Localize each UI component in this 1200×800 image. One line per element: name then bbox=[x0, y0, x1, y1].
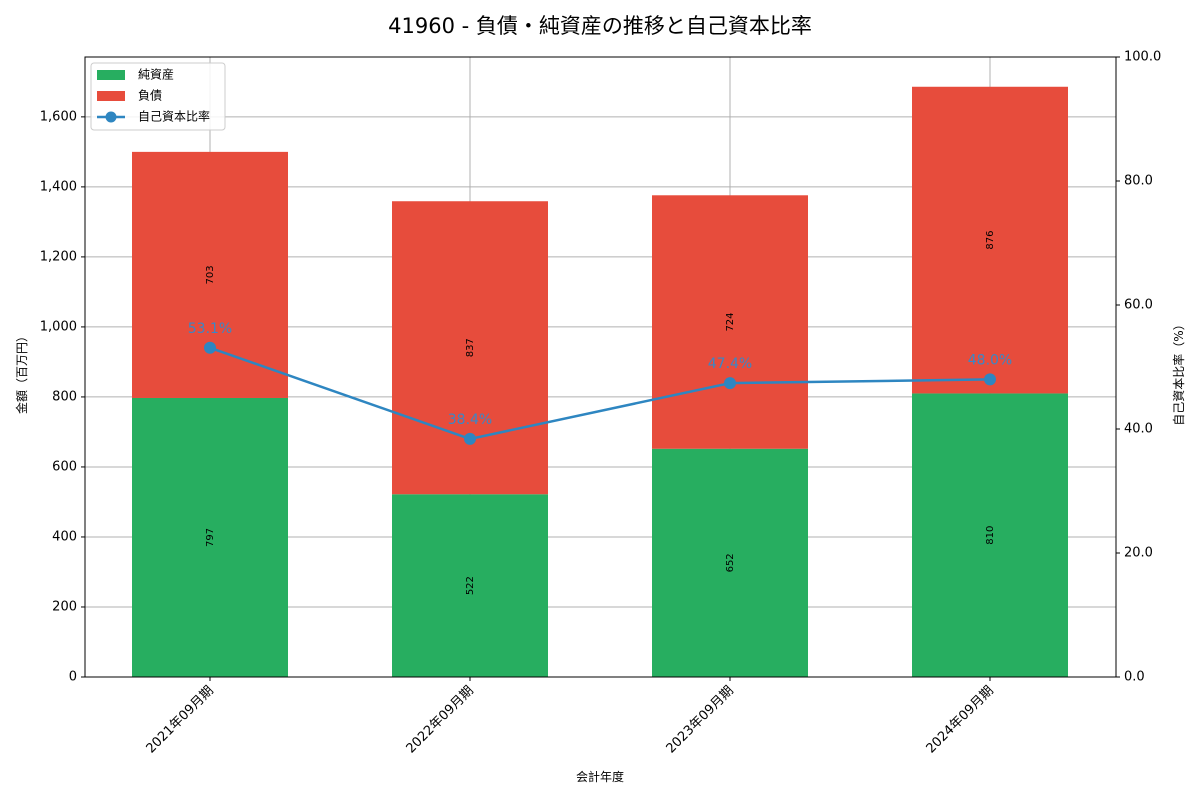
x-tick-label: 2023年09月期 bbox=[664, 683, 737, 756]
bar-value-label: 810 bbox=[985, 526, 996, 545]
legend-swatch bbox=[97, 91, 125, 101]
bar-segment bbox=[132, 397, 288, 677]
y2-tick-label: 80.0 bbox=[1124, 174, 1153, 189]
equity-ratio-line: 53.1% 38.4% 47.4% 48.0% bbox=[188, 321, 1012, 445]
y-tick-label: 400 bbox=[52, 529, 77, 544]
bar-value-label: 703 bbox=[205, 265, 216, 284]
x-tick-label: 2022年09月期 bbox=[404, 683, 477, 756]
bar-value-label: 837 bbox=[465, 338, 476, 357]
ratio-marker bbox=[724, 377, 736, 390]
bar-segment bbox=[912, 393, 1068, 677]
bar-value-labels: 797 703 522 837 652 724 810 876 bbox=[205, 231, 996, 596]
ratio-value-label: 38.4% bbox=[448, 412, 492, 428]
y-tick-label: 800 bbox=[52, 389, 77, 404]
y2-tick-label: 40.0 bbox=[1124, 422, 1153, 437]
y2-tick-label: 0.0 bbox=[1124, 670, 1145, 685]
legend-swatch bbox=[97, 70, 125, 80]
y-tick-label: 600 bbox=[52, 459, 77, 474]
bar-segment bbox=[392, 201, 548, 495]
ratio-line bbox=[209, 346, 991, 441]
legend-marker bbox=[105, 111, 117, 123]
bars bbox=[132, 86, 1068, 677]
y-tick-label: 200 bbox=[52, 599, 77, 614]
bar-value-label: 724 bbox=[725, 312, 736, 331]
y-axis-label: 金額（百万円） bbox=[14, 330, 29, 414]
bar-value-label: 876 bbox=[985, 231, 996, 250]
ratio-marker bbox=[204, 341, 216, 354]
y-tick-label: 1,200 bbox=[40, 249, 77, 264]
bar-value-label: 652 bbox=[725, 553, 736, 572]
legend-label: 負債 bbox=[138, 88, 162, 103]
y2-tick-label: 100.0 bbox=[1124, 50, 1161, 65]
x-axis-label: 会計年度 bbox=[576, 769, 624, 784]
y2-tick-label: 60.0 bbox=[1124, 298, 1153, 313]
x-tick-label: 2021年09月期 bbox=[144, 683, 217, 756]
ratio-value-label: 47.4% bbox=[708, 356, 752, 372]
ratio-marker bbox=[464, 432, 476, 445]
legend-label: 純資産 bbox=[138, 67, 174, 82]
ratio-marker bbox=[984, 373, 996, 386]
bar-segment bbox=[392, 494, 548, 677]
legend-label: 自己資本比率 bbox=[138, 109, 210, 124]
chart-title: 41960 - 負債・純資産の推移と自己資本比率 bbox=[388, 14, 812, 38]
y2-axis-label: 自己資本比率（%） bbox=[1171, 318, 1186, 425]
bar-segment bbox=[652, 195, 808, 449]
y-tick-label: 0 bbox=[69, 670, 77, 685]
ratio-value-label: 53.1% bbox=[188, 321, 232, 337]
y2-tick-label: 20.0 bbox=[1124, 546, 1153, 561]
bar-segment bbox=[132, 151, 288, 398]
ratio-value-label: 48.0% bbox=[968, 352, 1012, 368]
bar-value-label: 522 bbox=[465, 576, 476, 595]
y-tick-label: 1,600 bbox=[40, 109, 77, 124]
bar-segment bbox=[652, 448, 808, 677]
bar-value-label: 797 bbox=[205, 528, 216, 547]
y-tick-label: 1,000 bbox=[40, 319, 77, 334]
bar-segment bbox=[912, 86, 1068, 394]
plot-frame bbox=[84, 56, 1117, 678]
y-tick-label: 1,400 bbox=[40, 179, 77, 194]
x-tick-label: 2024年09月期 bbox=[924, 683, 997, 756]
